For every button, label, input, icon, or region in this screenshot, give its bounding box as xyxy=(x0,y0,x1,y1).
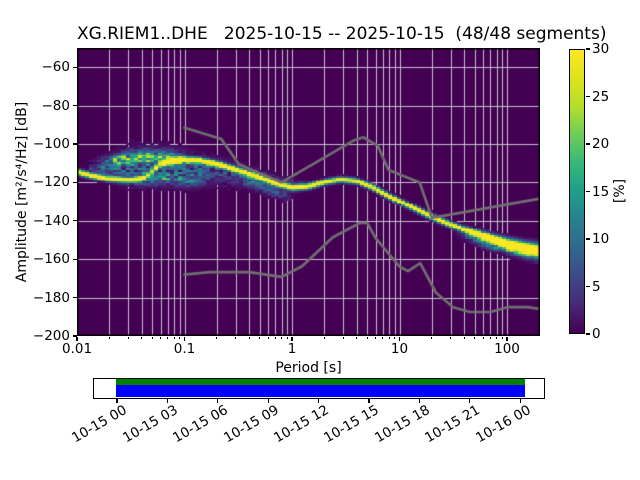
timeline-tick-label: 10-15 12 xyxy=(271,402,332,447)
x-tick-label: 100 xyxy=(494,341,520,357)
timeline-coverage-green xyxy=(115,379,525,385)
y-tick-label: −80 xyxy=(41,97,71,114)
x-minor-tick xyxy=(179,336,181,339)
colorbar-tick-label: 5 xyxy=(592,278,601,295)
y-tick xyxy=(72,258,77,260)
x-tick-label: 0.1 xyxy=(173,341,196,357)
timeline-tick xyxy=(267,398,269,403)
timeline-coverage-bar xyxy=(93,378,545,399)
y-tick-label: −140 xyxy=(32,212,70,229)
timeline-tick xyxy=(469,398,471,403)
x-minor-tick xyxy=(501,336,503,339)
x-minor-tick xyxy=(356,336,358,339)
x-minor-tick xyxy=(267,336,269,339)
colorbar-tick xyxy=(585,48,590,50)
timeline-tick-label: 10-15 21 xyxy=(422,402,483,447)
y-tick-label: −180 xyxy=(32,289,70,306)
y-tick-label: −60 xyxy=(41,59,71,76)
x-tick-label: 10 xyxy=(390,341,409,357)
y-tick xyxy=(72,181,77,184)
x-minor-tick xyxy=(342,336,344,339)
colorbar-tick-label: 10 xyxy=(592,231,610,247)
x-tick xyxy=(76,336,78,341)
x-tick-label: 1 xyxy=(287,341,297,357)
x-minor-tick xyxy=(160,336,162,339)
x-tick xyxy=(183,336,186,341)
ppsd-heatmap-canvas xyxy=(77,48,540,336)
x-minor-tick xyxy=(388,336,390,339)
y-tick-label: −100 xyxy=(32,136,70,152)
timeline-tick xyxy=(519,398,521,403)
colorbar-tick-label: 15 xyxy=(592,183,610,200)
timeline-tick xyxy=(317,398,320,403)
colorbar-tick xyxy=(585,285,590,288)
x-minor-tick xyxy=(286,336,288,339)
x-minor-tick xyxy=(474,336,476,339)
x-minor-tick xyxy=(431,336,433,339)
timeline-tick xyxy=(166,398,169,403)
x-minor-tick xyxy=(496,336,498,339)
y-tick xyxy=(72,220,77,222)
colorbar-tick xyxy=(585,95,590,98)
x-minor-tick xyxy=(323,336,325,339)
colorbar-tick xyxy=(585,238,590,240)
timeline-tick-label: 10-16 00 xyxy=(472,402,534,447)
x-tick xyxy=(506,336,508,341)
timeline-tick xyxy=(418,398,421,403)
y-tick xyxy=(72,143,77,145)
x-minor-tick xyxy=(274,336,276,339)
timeline-tick-label: 10-15 09 xyxy=(220,402,282,447)
y-tick xyxy=(72,66,77,68)
colorbar-tick-label: 25 xyxy=(592,88,610,105)
x-minor-tick xyxy=(281,336,283,339)
x-minor-tick xyxy=(489,336,491,339)
timeline-tick xyxy=(368,398,370,403)
plot-title: XG.RIEM1..DHE 2025-10-15 -- 2025-10-15 (… xyxy=(77,24,607,44)
x-minor-tick xyxy=(463,336,465,339)
y-tick-label: −200 xyxy=(32,328,70,344)
x-tick xyxy=(291,336,293,341)
x-tick xyxy=(398,336,401,341)
x-minor-tick xyxy=(151,336,153,339)
timeline-tick-label: 10-15 03 xyxy=(119,402,181,447)
x-minor-tick xyxy=(127,336,129,339)
x-minor-tick xyxy=(173,336,175,339)
y-tick xyxy=(72,335,77,337)
timeline-coverage-blue xyxy=(115,385,525,397)
colorbar-tick xyxy=(585,143,590,145)
colorbar-tick-label: 0 xyxy=(592,326,601,342)
x-minor-tick xyxy=(108,336,110,339)
x-axis-label: Period [s] xyxy=(275,360,342,376)
y-tick-label: −120 xyxy=(32,174,70,191)
x-minor-tick xyxy=(141,336,143,339)
x-minor-tick xyxy=(482,336,484,339)
colorbar xyxy=(569,49,585,334)
x-minor-tick xyxy=(375,336,377,339)
x-minor-tick xyxy=(235,336,237,339)
colorbar-tick-label: 20 xyxy=(592,136,610,152)
timeline-tick xyxy=(116,398,118,403)
x-minor-tick xyxy=(259,336,261,339)
colorbar-tick xyxy=(585,190,590,193)
colorbar-tick-label: 30 xyxy=(592,41,610,57)
x-minor-tick xyxy=(450,336,452,339)
colorbar-label: [%] xyxy=(612,178,628,204)
x-tick-label: 0.01 xyxy=(61,341,93,357)
x-minor-tick xyxy=(167,336,169,339)
x-minor-tick xyxy=(366,336,368,339)
y-tick xyxy=(72,104,77,107)
y-tick xyxy=(72,296,77,299)
x-minor-tick xyxy=(382,336,384,339)
timeline-tick-label: 10-15 06 xyxy=(170,402,231,447)
colorbar-tick xyxy=(585,333,590,335)
x-minor-tick xyxy=(216,336,218,339)
x-minor-tick xyxy=(248,336,250,339)
timeline-tick-label: 10-15 18 xyxy=(371,402,433,447)
timeline-tick-label: 10-15 00 xyxy=(69,402,130,447)
y-tick-label: −160 xyxy=(32,251,70,268)
timeline-tick-label: 10-15 15 xyxy=(321,402,382,447)
x-minor-tick xyxy=(394,336,396,339)
timeline-tick xyxy=(217,398,219,403)
